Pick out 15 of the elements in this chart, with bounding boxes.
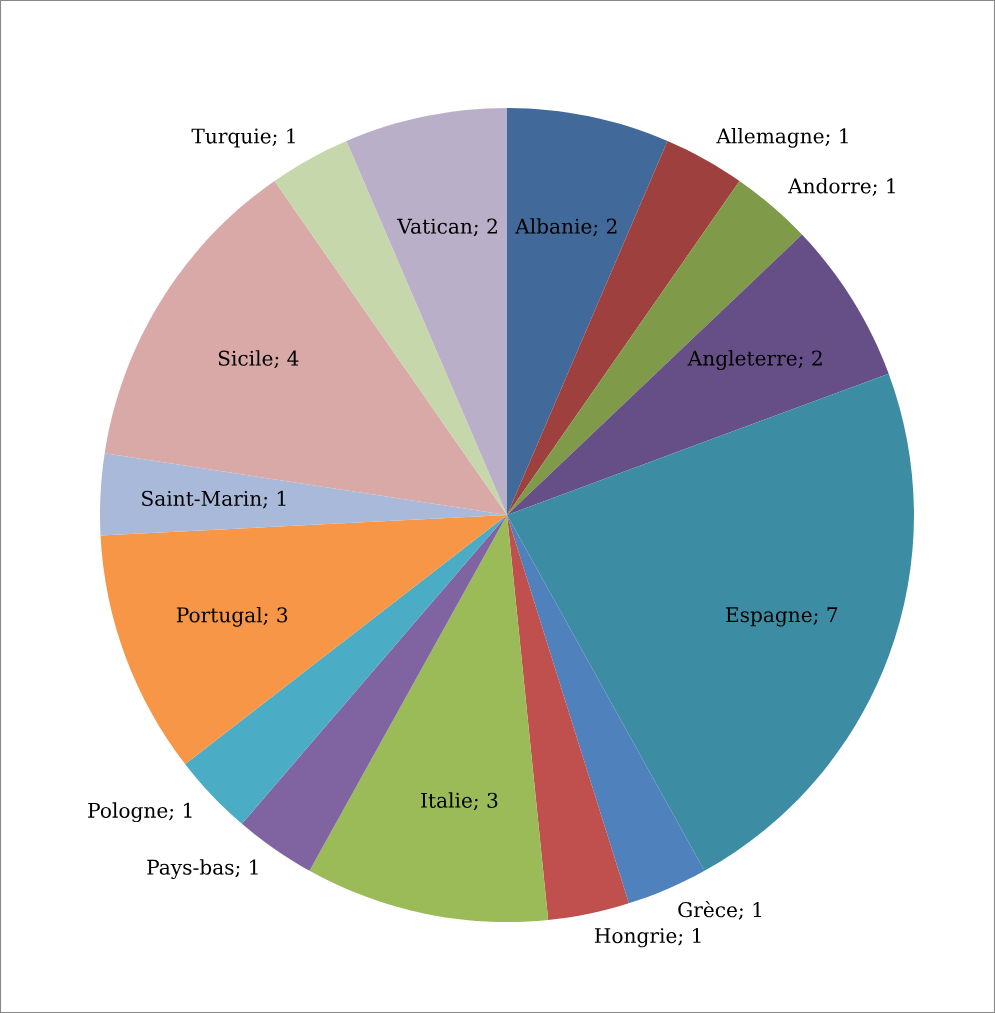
slice-label: Sicile; 4 <box>218 350 299 369</box>
slice-label: Andorre; 1 <box>787 177 895 196</box>
slice-label: Saint-Marin; 1 <box>142 490 286 509</box>
slice-label: Hongrie; 1 <box>594 927 701 948</box>
slice-label: Italie; 3 <box>421 792 498 811</box>
slice-label: Albanie; 2 <box>515 218 617 237</box>
slice-label: Pologne; 1 <box>88 802 192 823</box>
slice-label: Turquie; 1 <box>191 128 295 148</box>
slice-label: Vatican; 2 <box>397 218 497 237</box>
slice-label: Espagne; 7 <box>726 607 838 627</box>
slice-label: Angleterre; 2 <box>687 350 822 370</box>
slice-label: Portugal; 3 <box>176 606 288 627</box>
slice-label: Allemagne; 1 <box>716 127 848 148</box>
slice-label: Pays-bas; 1 <box>147 859 258 879</box>
slice-label: Grèce; 1 <box>678 900 762 920</box>
